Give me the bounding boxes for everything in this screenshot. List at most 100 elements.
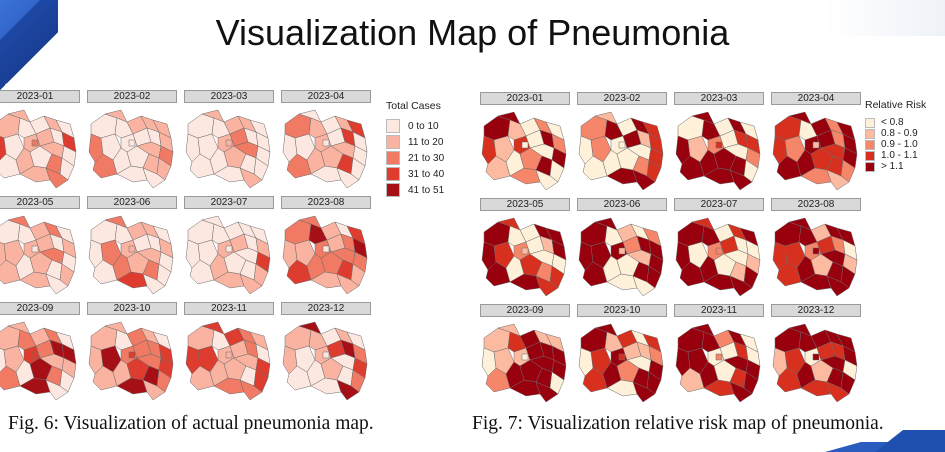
legend-item: > 1.1 <box>865 161 926 172</box>
panel-month-label: 2023-06 <box>577 198 667 211</box>
legend-swatch <box>386 135 400 149</box>
relative-risk-figure: 2023-01 2023-02 2023-03 2023-04 2023-05 2023-… <box>478 92 938 403</box>
map-region <box>715 353 723 361</box>
slide-bottom-corner <box>875 430 945 452</box>
map-panel: 2023-05 <box>0 196 80 296</box>
map-region <box>213 165 245 183</box>
map-panel: 2023-08 <box>281 196 371 296</box>
map-region <box>812 353 820 361</box>
map-region <box>128 139 136 147</box>
map-region <box>310 377 342 395</box>
map-region <box>310 165 342 183</box>
map-region <box>509 379 541 397</box>
map-region <box>606 273 638 291</box>
legend-label: 21 to 30 <box>408 152 445 164</box>
choropleth-map <box>772 217 858 297</box>
map-region <box>225 351 233 359</box>
map-panel: 2023-07 <box>184 196 274 296</box>
map-panel: 2023-04 <box>771 92 861 192</box>
legend-item: 11 to 20 <box>386 134 444 150</box>
map-region <box>826 275 850 297</box>
slide-title: Visualization Map of Pneumonia <box>215 12 730 53</box>
map-region <box>142 379 166 401</box>
map-region <box>213 377 245 395</box>
map-region <box>336 273 360 295</box>
map-region <box>19 271 51 289</box>
map-region <box>45 273 69 295</box>
choropleth-map <box>282 321 368 401</box>
map-region <box>142 273 166 295</box>
legend-swatch <box>865 139 875 150</box>
map-panel: 2023-04 <box>281 90 371 190</box>
legend-label: 11 to 20 <box>408 136 444 148</box>
panel-month-label: 2023-03 <box>674 92 764 105</box>
map-region <box>336 167 360 189</box>
legend-item: 21 to 30 <box>386 150 444 166</box>
choropleth-map <box>481 217 567 297</box>
panel-month-label: 2023-05 <box>480 198 570 211</box>
map-region <box>703 167 735 185</box>
map-panel: 2023-03 <box>184 90 274 190</box>
panel-month-label: 2023-10 <box>577 304 667 317</box>
map-region <box>535 275 559 297</box>
map-panel: 2023-06 <box>577 198 667 298</box>
map-region <box>45 167 69 189</box>
map-region <box>128 351 136 359</box>
legend-label: 41 to 51 <box>408 184 445 196</box>
legend-swatch <box>386 183 400 197</box>
legend-swatch <box>386 151 400 165</box>
map-region <box>618 141 626 149</box>
legend-item: 41 to 51 <box>386 182 444 198</box>
map-region <box>322 139 330 147</box>
legend-label: 0.8 - 0.9 <box>881 128 918 139</box>
map-region <box>128 245 136 253</box>
map-panel: 2023-11 <box>184 302 274 402</box>
legend-item: 0 to 10 <box>386 118 444 134</box>
panel-month-label: 2023-11 <box>184 302 274 315</box>
legend-item: 0.8 - 0.9 <box>865 128 926 139</box>
choropleth-map <box>185 215 271 295</box>
legend-label: 0 to 10 <box>408 120 439 132</box>
map-region <box>310 271 342 289</box>
map-panel: 2023-12 <box>771 304 861 404</box>
map-region <box>31 139 39 147</box>
choropleth-map <box>88 215 174 295</box>
map-region <box>618 353 626 361</box>
choropleth-map <box>481 111 567 191</box>
map-region <box>509 167 541 185</box>
choropleth-map <box>675 217 761 297</box>
choropleth-map <box>0 215 77 295</box>
panel-month-label: 2023-04 <box>281 90 371 103</box>
map-region <box>509 273 541 291</box>
choropleth-map <box>88 109 174 189</box>
legend-title: Total Cases <box>386 100 441 112</box>
map-region <box>826 381 850 403</box>
map-panel: 2023-05 <box>480 198 570 298</box>
choropleth-map <box>675 111 761 191</box>
panel-month-label: 2023-12 <box>281 302 371 315</box>
legend-title: Relative Risk <box>865 99 927 111</box>
choropleth-map <box>772 111 858 191</box>
map-panel: 2023-09 <box>480 304 570 404</box>
map-region <box>800 273 832 291</box>
map-region <box>812 247 820 255</box>
panel-month-label: 2023-08 <box>281 196 371 209</box>
map-panel: 2023-01 <box>0 90 80 190</box>
map-region <box>812 141 820 149</box>
choropleth-map <box>675 323 761 403</box>
figure-6-caption: Fig. 6: Visualization of actual pneumoni… <box>8 413 374 434</box>
panel-month-label: 2023-07 <box>184 196 274 209</box>
map-region <box>336 379 360 401</box>
map-region <box>606 379 638 397</box>
map-region <box>826 169 850 191</box>
map-panel: 2023-07 <box>674 198 764 298</box>
map-region <box>729 275 753 297</box>
map-panel: 2023-08 <box>771 198 861 298</box>
map-region <box>703 273 735 291</box>
map-region <box>632 381 656 403</box>
panel-month-label: 2023-04 <box>771 92 861 105</box>
map-region <box>521 353 529 361</box>
panel-month-label: 2023-09 <box>480 304 570 317</box>
legend-label: > 1.1 <box>881 161 904 172</box>
panel-month-label: 2023-02 <box>577 92 667 105</box>
